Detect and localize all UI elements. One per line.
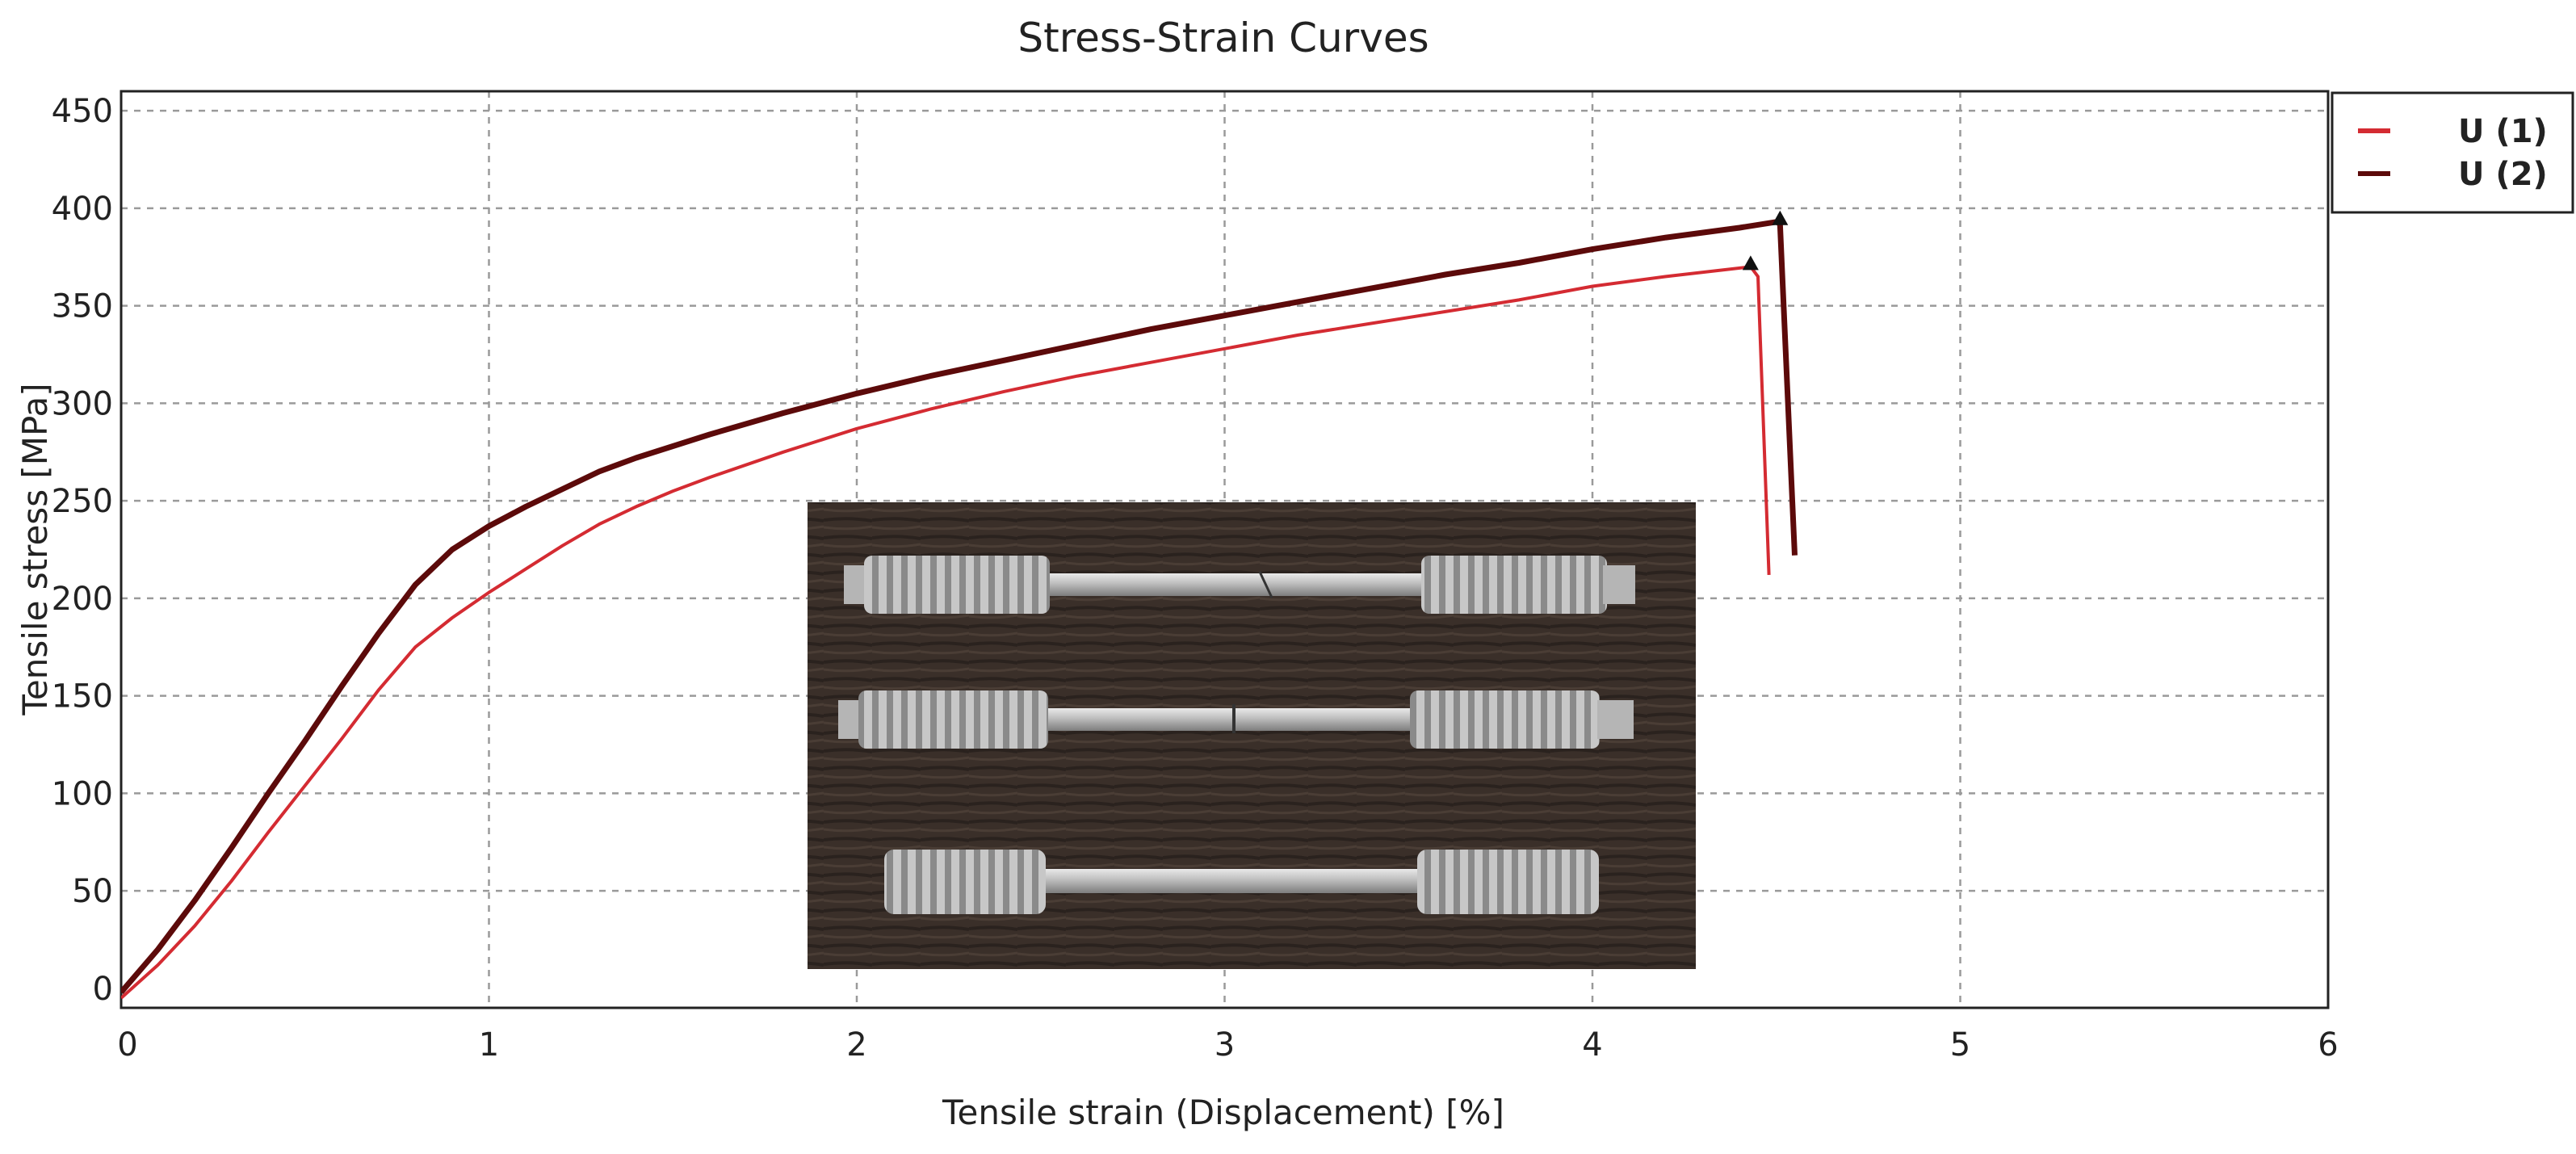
y-tick-label: 300: [52, 385, 113, 422]
legend-box: [2331, 91, 2574, 214]
legend: U (1) U (2): [2331, 91, 2574, 214]
chart-title: Stress-Strain Curves: [1017, 15, 1429, 61]
series-line-1: [121, 265, 1771, 1000]
x-tick-label: 4: [1582, 1026, 1602, 1064]
y-tick-label: 350: [52, 288, 113, 325]
series-lines: [121, 210, 1798, 1000]
x-tick-label: 3: [1215, 1026, 1235, 1064]
specimen-1-fractured: [844, 556, 1635, 614]
y-tick-label: 100: [52, 775, 113, 812]
x-axis-label: Tensile strain (Displacement) [%]: [942, 1093, 1504, 1132]
x-tick-label: 0: [117, 1026, 137, 1064]
x-axis-ticks: 0 1 2 3 4 5 6: [117, 1026, 2338, 1064]
y-tick-label: 200: [52, 581, 113, 618]
specimen-photo-inset: [808, 502, 1696, 969]
y-tick-label: 150: [52, 678, 113, 715]
failure-marker-2: [1772, 210, 1789, 225]
y-tick-label: 450: [52, 93, 113, 130]
specimen-3-untested: [884, 850, 1599, 914]
y-tick-label: 400: [52, 191, 113, 228]
y-tick-label: 0: [93, 971, 113, 1008]
y-axis-label: Tensile stress [MPa]: [15, 383, 55, 715]
legend-label-u2: U (2): [2458, 156, 2548, 193]
legend-label-u1: U (1): [2458, 113, 2548, 150]
plot-area-frame: [120, 90, 2330, 1009]
y-axis-ticks: 0 50 100 150 200 250 300 350 400 450: [52, 93, 113, 1008]
series-line-2: [121, 219, 1798, 994]
x-tick-label: 2: [846, 1026, 866, 1064]
x-tick-label: 6: [2318, 1026, 2338, 1064]
x-tick-label: 5: [1950, 1026, 1970, 1064]
y-tick-label: 250: [52, 483, 113, 520]
specimen-2-fractured: [838, 690, 1634, 749]
failure-marker-1: [1742, 255, 1759, 271]
x-tick-label: 1: [479, 1026, 499, 1064]
y-tick-label: 50: [72, 873, 113, 910]
